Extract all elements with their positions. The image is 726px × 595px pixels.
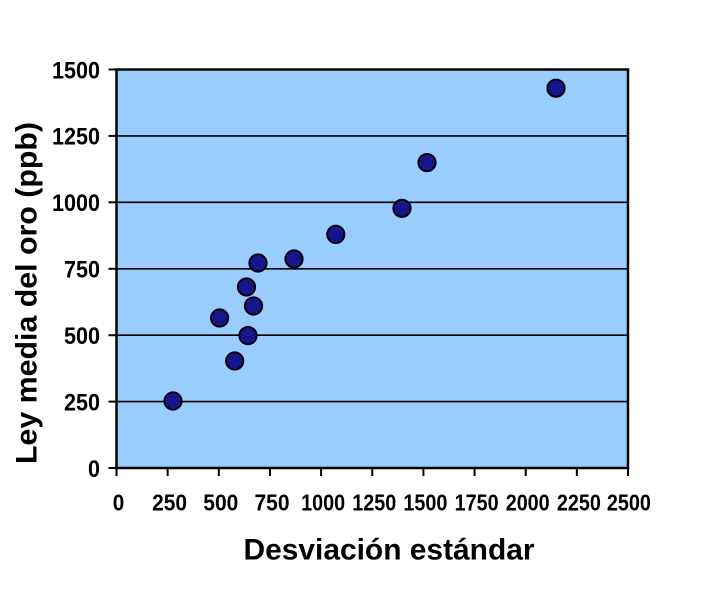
svg-text:750: 750 <box>255 490 290 516</box>
svg-text:1250: 1250 <box>352 490 396 516</box>
svg-text:1500: 1500 <box>403 490 447 516</box>
svg-text:1750: 1750 <box>455 490 499 516</box>
svg-text:Ley media del oro (ppb): Ley media del oro (ppb) <box>11 122 44 464</box>
svg-text:250: 250 <box>64 389 100 416</box>
svg-text:250: 250 <box>152 490 187 516</box>
svg-text:2500: 2500 <box>607 490 651 516</box>
svg-text:1000: 1000 <box>301 490 345 516</box>
svg-text:500: 500 <box>203 490 238 516</box>
svg-text:1000: 1000 <box>52 190 100 217</box>
svg-text:1250: 1250 <box>52 124 100 151</box>
svg-text:750: 750 <box>64 257 100 284</box>
svg-text:500: 500 <box>64 323 100 350</box>
svg-text:2000: 2000 <box>506 490 550 516</box>
svg-text:0: 0 <box>88 456 100 483</box>
svg-text:2250: 2250 <box>557 490 601 516</box>
svg-text:0: 0 <box>113 490 125 516</box>
svg-text:Desviación estándar: Desviación estándar <box>244 534 535 567</box>
svg-text:1500: 1500 <box>52 57 100 84</box>
